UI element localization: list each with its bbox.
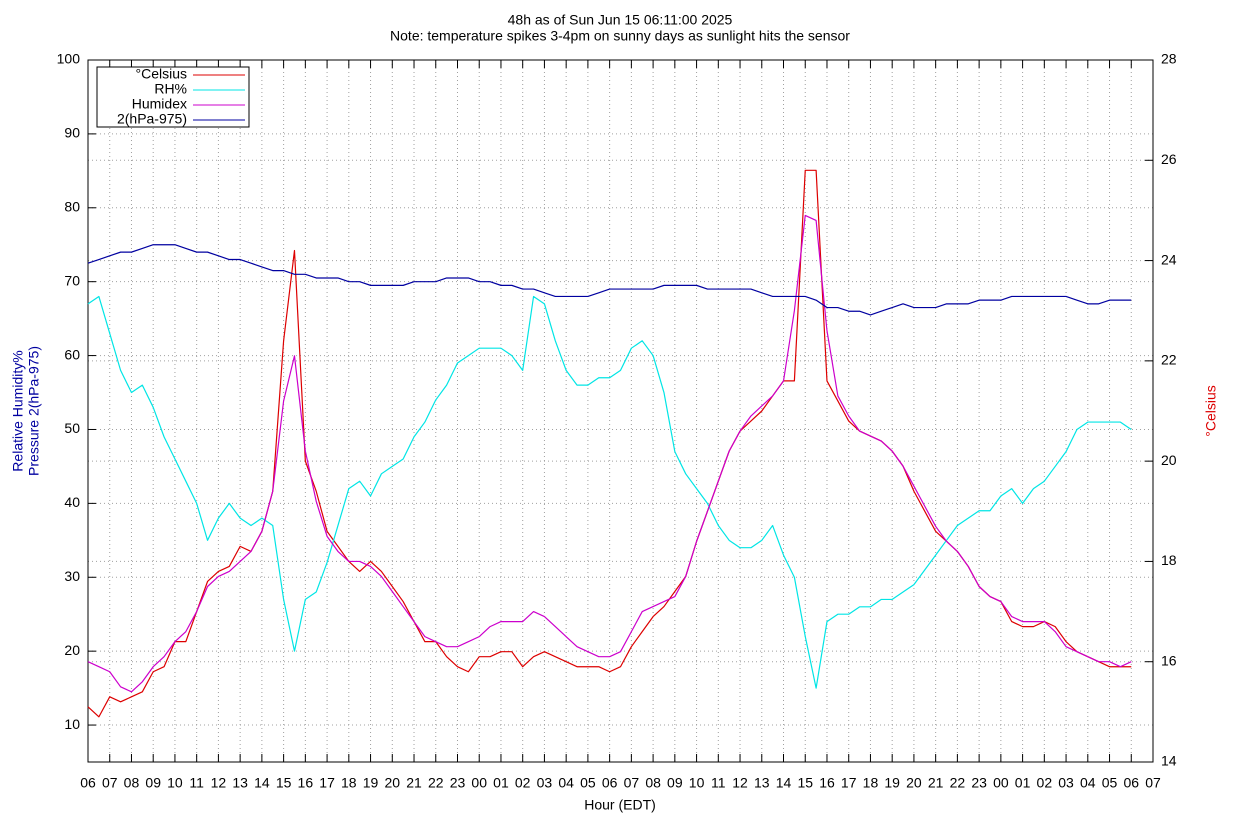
y-tick-label: 50 [64,420,80,436]
x-tick-label: 00 [993,775,1009,791]
x-tick-label: 06 [602,775,618,791]
x-tick-label: 09 [667,775,683,791]
chart-title: 48h as of Sun Jun 15 06:11:00 2025 [508,12,733,28]
y2-tick-label: 14 [1161,753,1177,769]
y-tick-label: 70 [64,272,80,288]
legend-box [96,66,250,128]
x-tick-label: 08 [645,775,661,791]
chart-subtitle: Note: temperature spikes 3-4pm on sunny … [390,28,850,44]
x-tick-label: 16 [819,775,835,791]
x-tick-label: 21 [928,775,944,791]
series-line [87,295,1132,689]
y-tick-label: 60 [64,346,80,362]
x-tick-label: 06 [80,775,96,791]
x-tick-label: 03 [1058,775,1074,791]
x-tick-label: 20 [384,775,400,791]
x-tick-label: 14 [776,775,792,791]
x-tick-label: 19 [363,775,379,791]
y-axis-label: Pressure 2(hPa-975) [26,346,42,476]
series-line [87,214,1132,693]
x-tick-label: 05 [1102,775,1118,791]
y-axis-label: Relative Humidity% [10,350,26,471]
x-tick-label: 20 [906,775,922,791]
legend-label: 2(hPa-975) [117,111,187,127]
x-tick-label: 23 [450,775,466,791]
x-tick-label: 16 [298,775,314,791]
x-tick-label: 17 [841,775,857,791]
x-tick-label: 11 [711,775,726,791]
y-tick-label: 30 [64,568,80,584]
y-tick-label: 90 [64,125,80,141]
x-axis-label: Hour (EDT) [584,797,656,813]
x-tick-label: 09 [145,775,161,791]
x-tick-label: 10 [689,775,705,791]
x-tick-label: 08 [124,775,140,791]
x-tick-label: 15 [797,775,813,791]
x-tick-label: 04 [558,775,574,791]
plot-frame [87,59,1154,763]
y-tick-label: 40 [64,494,80,510]
x-tick-label: 12 [732,775,748,791]
x-tick-label: 11 [189,775,204,791]
x-tick-label: 18 [341,775,357,791]
x-tick-label: 18 [863,775,879,791]
y2-axis-label: °Celsius [1203,385,1219,437]
y2-tick-label: 16 [1161,652,1177,668]
x-tick-label: 02 [1037,775,1053,791]
x-tick-label: 14 [254,775,270,791]
x-tick-label: 07 [102,775,118,791]
x-tick-label: 03 [537,775,553,791]
x-tick-label: 15 [276,775,292,791]
y2-tick-label: 24 [1161,251,1177,267]
y-tick-label: 100 [57,51,81,67]
y-tick-label: 10 [64,716,80,732]
x-tick-label: 22 [950,775,966,791]
legend-label: °Celsius [135,66,187,82]
x-tick-label: 06 [1123,775,1139,791]
legend-label: RH% [154,81,187,97]
legend-label: Humidex [132,96,187,112]
x-tick-label: 13 [232,775,248,791]
x-tick-label: 19 [884,775,900,791]
x-tick-label: 12 [211,775,227,791]
y2-tick-label: 22 [1161,352,1177,368]
x-tick-label: 17 [319,775,335,791]
series-line [87,244,1132,316]
x-tick-label: 01 [493,775,509,791]
x-tick-label: 22 [428,775,444,791]
x-tick-label: 05 [580,775,596,791]
x-tick-label: 02 [515,775,531,791]
y2-tick-label: 20 [1161,452,1177,468]
y2-tick-label: 28 [1161,51,1177,67]
x-tick-label: 23 [971,775,987,791]
y-tick-label: 20 [64,642,80,658]
x-tick-label: 00 [471,775,487,791]
x-tick-label: 07 [624,775,640,791]
x-tick-label: 07 [1145,775,1161,791]
x-tick-label: 04 [1080,775,1096,791]
x-tick-label: 01 [1015,775,1031,791]
x-tick-label: 13 [754,775,770,791]
y2-tick-label: 26 [1161,151,1177,167]
y-tick-label: 80 [64,198,80,214]
x-tick-label: 10 [167,775,183,791]
x-tick-label: 21 [406,775,422,791]
y2-tick-label: 18 [1161,552,1177,568]
